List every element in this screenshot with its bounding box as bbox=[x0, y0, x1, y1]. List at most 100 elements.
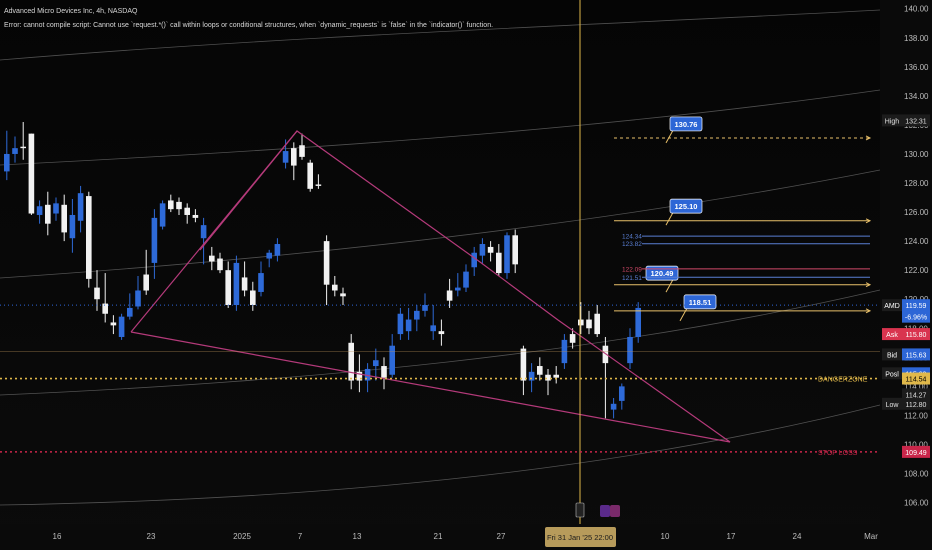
y-tick-label: 136.00 bbox=[904, 63, 929, 72]
ask-tag: Ask 115.80 bbox=[882, 328, 930, 341]
candle-body bbox=[168, 200, 174, 210]
price-tag-value: 112.80 bbox=[906, 402, 927, 409]
price-tag-value: 114.27 bbox=[906, 392, 927, 399]
candle-body bbox=[446, 290, 453, 301]
candle-body bbox=[414, 310, 420, 320]
candle-body bbox=[635, 307, 641, 337]
bid-tag: Bid 115.63 bbox=[882, 348, 930, 361]
candle-body bbox=[496, 252, 502, 274]
crosshair-time-bg bbox=[545, 527, 616, 547]
candle-body bbox=[258, 273, 264, 292]
event-marker-icon bbox=[610, 505, 620, 517]
stop-loss-price-tag: 109.49 bbox=[902, 445, 930, 458]
candle-body bbox=[504, 235, 510, 274]
candle-body bbox=[192, 214, 199, 218]
price-tag-bg bbox=[902, 445, 930, 458]
x-tick-label: 21 bbox=[434, 532, 443, 541]
candle-body bbox=[77, 193, 84, 221]
y-tick-label: 114.00 bbox=[904, 382, 928, 391]
candle-body bbox=[323, 241, 330, 285]
level-label: 123.82 bbox=[622, 241, 642, 248]
target-arrow-icon bbox=[865, 308, 872, 314]
candle-body bbox=[69, 214, 76, 239]
candle-body bbox=[373, 360, 379, 367]
price-tag-key-bg bbox=[882, 114, 902, 127]
price-tag-value: 114.54 bbox=[906, 377, 927, 384]
guide-curve bbox=[0, 404, 881, 506]
x-tick-label: 23 bbox=[147, 532, 156, 541]
candle-body bbox=[381, 366, 387, 378]
target-label: 118.51 bbox=[689, 298, 712, 307]
candle-body bbox=[45, 204, 51, 224]
y-tick-label: 122.00 bbox=[904, 266, 929, 275]
x-tick-label: 7 bbox=[298, 532, 303, 541]
level-label: 121.51 bbox=[622, 275, 642, 282]
target-arrow-icon bbox=[865, 282, 872, 288]
price-tag-key: Bid bbox=[887, 352, 897, 359]
candle-body bbox=[430, 325, 436, 332]
y-tick-label: 130.00 bbox=[904, 150, 929, 159]
crosshair-price-tag: 114.27 bbox=[902, 388, 930, 401]
candle-body bbox=[397, 313, 404, 335]
price-tag-bg bbox=[902, 397, 930, 410]
target-label-box bbox=[669, 198, 703, 214]
x-tick-label: 27 bbox=[497, 532, 506, 541]
price-tag-key-bg bbox=[882, 328, 902, 341]
candle-body bbox=[53, 203, 59, 214]
guide-curve bbox=[0, 169, 881, 279]
candle-body bbox=[307, 162, 313, 189]
low-tag: Low 112.80 bbox=[882, 397, 930, 410]
price-axis bbox=[880, 0, 932, 524]
candle-body bbox=[594, 313, 600, 335]
price-tag-bg bbox=[902, 299, 930, 312]
candle-body bbox=[225, 270, 231, 306]
candle-body bbox=[127, 307, 133, 317]
candle-body bbox=[86, 196, 92, 279]
target-label: 130.76 bbox=[675, 120, 698, 129]
x-tick-label: Mar bbox=[864, 532, 878, 541]
y-tick-label: 140.00 bbox=[904, 5, 929, 14]
candle-body bbox=[36, 206, 43, 215]
candle-body bbox=[356, 371, 363, 381]
candle-body bbox=[528, 371, 535, 381]
price-tag-value: 132.31 bbox=[905, 118, 927, 125]
candle-body bbox=[569, 334, 576, 343]
guide-curve bbox=[0, 89, 881, 166]
high-tag: High 132.31 bbox=[882, 114, 930, 127]
candle-body bbox=[4, 153, 10, 172]
change-tag: -6.96% bbox=[902, 310, 930, 323]
x-tick-label: 16 bbox=[53, 532, 62, 541]
last-price-tag: AMD 119.59 bbox=[882, 299, 930, 312]
candle-body bbox=[389, 345, 395, 375]
candle-body bbox=[537, 366, 543, 375]
price-tag-key-bg bbox=[882, 299, 902, 312]
candle-body bbox=[299, 145, 305, 157]
candle-body bbox=[61, 204, 67, 233]
price-tag-bg bbox=[902, 310, 930, 323]
candle-body bbox=[627, 336, 633, 364]
time-axis bbox=[0, 524, 932, 550]
price-tag-key: AMD bbox=[884, 303, 900, 310]
dangerzone-price-tag: 114.54 bbox=[902, 372, 930, 385]
candle-body bbox=[12, 148, 18, 154]
chart-title: Advanced Micro Devices Inc, 4h, NASDAQ bbox=[4, 8, 138, 15]
target-label: 125.10 bbox=[675, 202, 698, 211]
candle-body bbox=[364, 368, 371, 381]
y-tick-label: 112.00 bbox=[904, 411, 928, 420]
guide-curve bbox=[0, 289, 881, 396]
candle-body bbox=[553, 374, 559, 378]
x-tick-label: 17 bbox=[727, 532, 736, 541]
candle-body bbox=[151, 217, 158, 263]
candle-body bbox=[143, 274, 149, 291]
candle-body bbox=[176, 201, 182, 210]
stop-loss-label: STOP LOSS bbox=[818, 450, 858, 457]
candle-body bbox=[520, 348, 527, 381]
candle-body bbox=[340, 293, 346, 297]
candle-body bbox=[110, 322, 117, 326]
level-label: 124.34 bbox=[622, 234, 642, 241]
price-tag-key-bg bbox=[882, 397, 902, 410]
price-tag-value: 109.49 bbox=[905, 450, 927, 457]
event-marker-icon bbox=[600, 505, 610, 517]
